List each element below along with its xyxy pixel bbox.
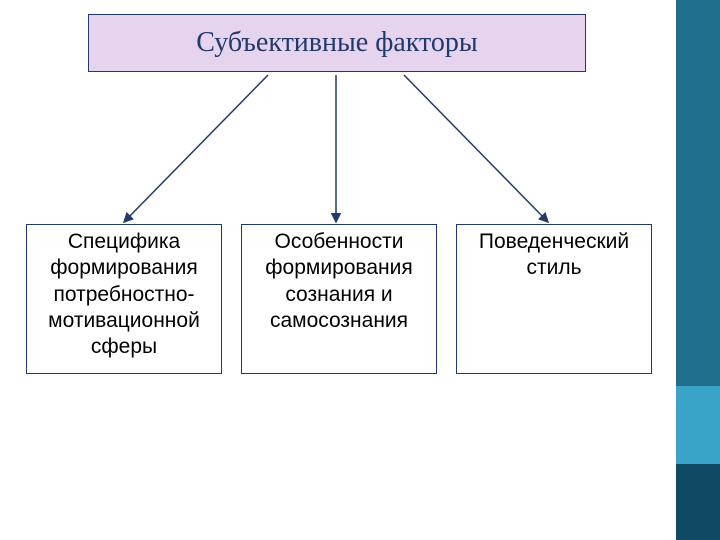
slide-canvas: Субъективные факторы Специфика формирова… xyxy=(0,0,720,540)
title-box: Субъективные факторы xyxy=(88,14,586,72)
factor-label: Поведенческий стиль xyxy=(457,229,651,282)
side-strip-segment xyxy=(676,464,720,540)
side-strip xyxy=(676,0,720,540)
factor-behavior: Поведенческий стиль xyxy=(456,224,652,374)
title-text: Субъективные факторы xyxy=(196,27,477,59)
factor-label: Особенности формирования сознания и само… xyxy=(242,229,436,334)
factor-label: Специфика формирования потребностно-моти… xyxy=(27,229,221,360)
factor-consciousness: Особенности формирования сознания и само… xyxy=(241,224,437,374)
factor-motivation: Специфика формирования потребностно-моти… xyxy=(26,224,222,374)
side-strip-segment xyxy=(676,0,720,386)
side-strip-segment xyxy=(676,386,720,464)
